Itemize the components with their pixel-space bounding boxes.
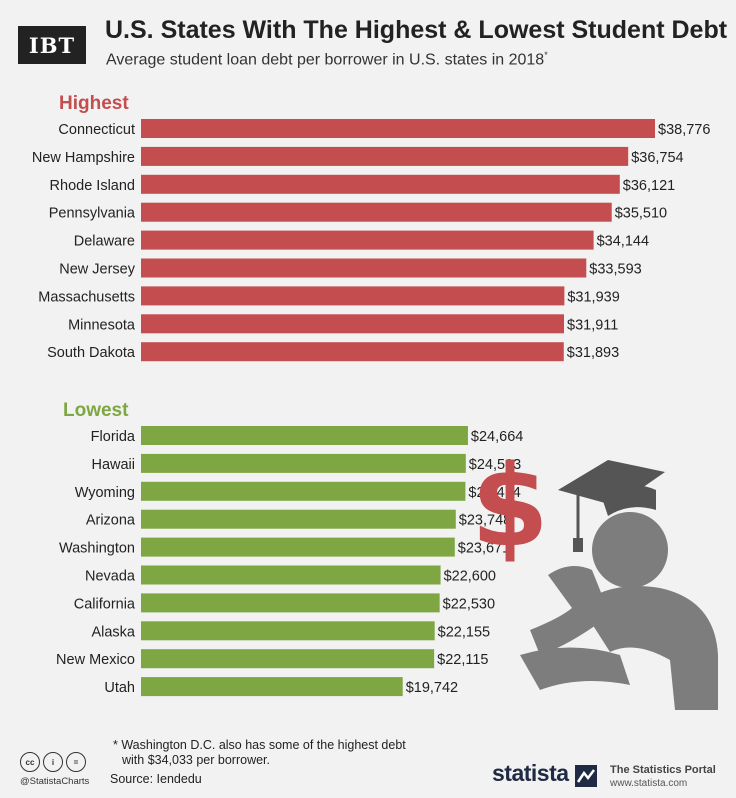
bar (141, 649, 435, 669)
category-label: Nevada (85, 569, 136, 585)
category-label: New Hampshire (32, 150, 135, 166)
value-label: $19,742 (406, 680, 458, 696)
category-label: Arizona (86, 513, 136, 529)
category-label: Rhode Island (50, 178, 135, 194)
value-label: $24,664 (471, 429, 523, 445)
bar (141, 342, 564, 362)
category-label: Delaware (74, 234, 135, 250)
footnote: * Washington D.C. also has some of the h… (113, 738, 406, 768)
value-label: $31,911 (567, 317, 618, 333)
bar (141, 230, 594, 250)
value-label: $22,115 (437, 652, 488, 668)
value-label: $23,748 (459, 513, 511, 529)
value-label: $36,754 (631, 150, 683, 166)
bar (141, 621, 435, 641)
footnote-line-2: with $34,033 per borrower. (122, 753, 271, 767)
value-label: $33,593 (589, 262, 641, 278)
ibt-logo: IBT (18, 26, 86, 64)
value-label: $31,939 (567, 289, 619, 305)
category-label: Connecticut (58, 122, 135, 138)
value-label: $24,503 (469, 457, 521, 473)
license-icons: cc i = (20, 752, 86, 772)
attribution-icon: i (43, 752, 63, 772)
category-label: Alaska (91, 624, 135, 640)
portal-url[interactable]: www.statista.com (610, 778, 688, 789)
bar (141, 314, 565, 334)
no-derivatives-icon: = (66, 752, 86, 772)
bar (141, 119, 655, 138)
group-title-highest: Highest (59, 93, 129, 114)
statista-mark-icon (575, 765, 597, 787)
statista-handle[interactable]: @StatistaCharts (20, 776, 90, 787)
category-label: Minnesota (68, 317, 136, 333)
subtitle-footnote-mark: * (544, 50, 548, 60)
body-icon (580, 586, 718, 710)
bar (141, 565, 441, 585)
group-title-lowest: Lowest (63, 400, 129, 421)
leg-icon (520, 647, 630, 690)
value-label: $36,121 (623, 178, 675, 194)
value-label: $34,144 (597, 234, 649, 250)
value-label: $22,530 (443, 596, 495, 612)
source-note: Source: Iendedu (110, 772, 202, 786)
bar (141, 453, 466, 473)
bar (141, 677, 403, 697)
dollar-sign-icon: $ (471, 442, 549, 572)
head-icon (592, 512, 668, 588)
category-label: Wyoming (75, 485, 135, 501)
bar (141, 174, 620, 194)
category-label: Florida (91, 429, 136, 445)
statista-logo[interactable]: statista (492, 760, 569, 786)
chart-title: U.S. States With The Highest & Lowest St… (105, 16, 728, 44)
bar (141, 426, 468, 445)
footnote-line-1: * Washington D.C. also has some of the h… (113, 738, 406, 752)
chart-subtitle: Average student loan debt per borrower i… (106, 50, 548, 69)
category-label: Pennsylvania (49, 206, 136, 222)
mortarboard-cap-icon (602, 485, 656, 516)
bar (141, 481, 466, 501)
mortarboard-icon (558, 460, 665, 506)
category-label: South Dakota (47, 345, 136, 361)
category-label: New Mexico (56, 652, 135, 668)
bar (141, 202, 612, 222)
value-label: $22,600 (444, 569, 496, 585)
value-label: $22,155 (438, 624, 490, 640)
creative-commons-icon: cc (20, 752, 40, 772)
bar (141, 509, 456, 529)
value-label: $31,893 (567, 345, 619, 361)
bar-chart: Highest Connecticut $38,776 New Hampshire $3… (32, 93, 710, 697)
bar (141, 258, 587, 278)
category-label: New Jersey (59, 262, 135, 278)
bar (141, 593, 440, 613)
value-label: $38,776 (658, 122, 710, 138)
category-label: Massachusetts (38, 289, 135, 305)
value-label: $23,671 (458, 541, 510, 557)
bar (141, 537, 455, 557)
category-label: Utah (104, 680, 135, 696)
value-label: $35,510 (615, 206, 667, 222)
graduate-with-debt-icon: $ (471, 442, 718, 710)
portal-title: The Statistics Portal (610, 764, 716, 776)
value-label: $24,474 (468, 485, 520, 501)
category-label: Hawaii (91, 457, 135, 473)
category-label: Washington (59, 541, 135, 557)
category-label: California (74, 596, 136, 612)
bar (141, 146, 629, 166)
arm-icon (530, 566, 610, 655)
bar (141, 286, 565, 306)
